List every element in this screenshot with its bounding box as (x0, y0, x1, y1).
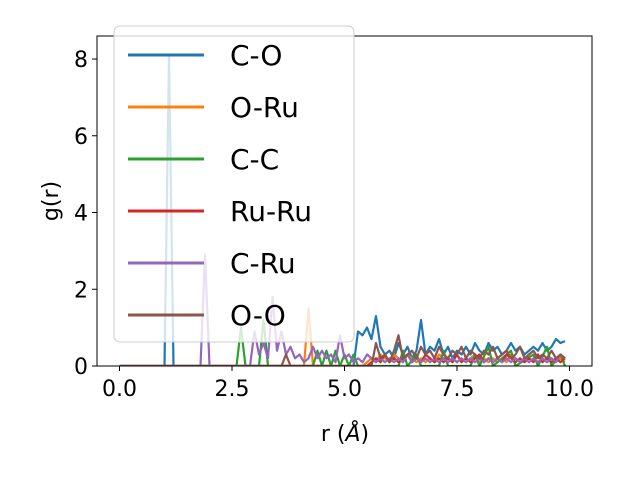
y-tick-label: 2 (74, 278, 88, 303)
series-line-4 (119, 253, 566, 366)
legend-label-0: C-O (230, 39, 282, 72)
y-axis-label: g(r) (39, 181, 64, 221)
series-line-5 (119, 334, 566, 366)
x-tick-label: 10.0 (545, 377, 594, 402)
legend-label-3: Ru-Ru (230, 195, 312, 228)
legend-label-2: C-C (230, 143, 279, 176)
x-axis-ticks: 0.0 2.5 5.0 7.5 10.0 (102, 366, 594, 402)
y-axis-ticks: 0 2 4 6 8 (74, 48, 97, 380)
x-tick-label: 5.0 (327, 377, 362, 402)
x-tick-label: 7.5 (440, 377, 475, 402)
legend-label-5: O-O (230, 299, 286, 332)
legend: C-O O-Ru C-C Ru-Ru C-Ru O-O (113, 25, 355, 343)
y-tick-label: 6 (74, 125, 88, 150)
y-tick-label: 8 (74, 48, 88, 73)
legend-label-4: C-Ru (230, 247, 296, 280)
y-tick-label: 0 (74, 355, 88, 380)
series-layer (119, 54, 567, 366)
legend-label-1: O-Ru (230, 91, 299, 124)
y-tick-label: 4 (74, 202, 88, 227)
x-tick-label: 0.0 (102, 377, 137, 402)
x-tick-label: 2.5 (215, 377, 250, 402)
legend-box (113, 25, 355, 343)
x-axis-label: r (Å) (321, 420, 369, 447)
